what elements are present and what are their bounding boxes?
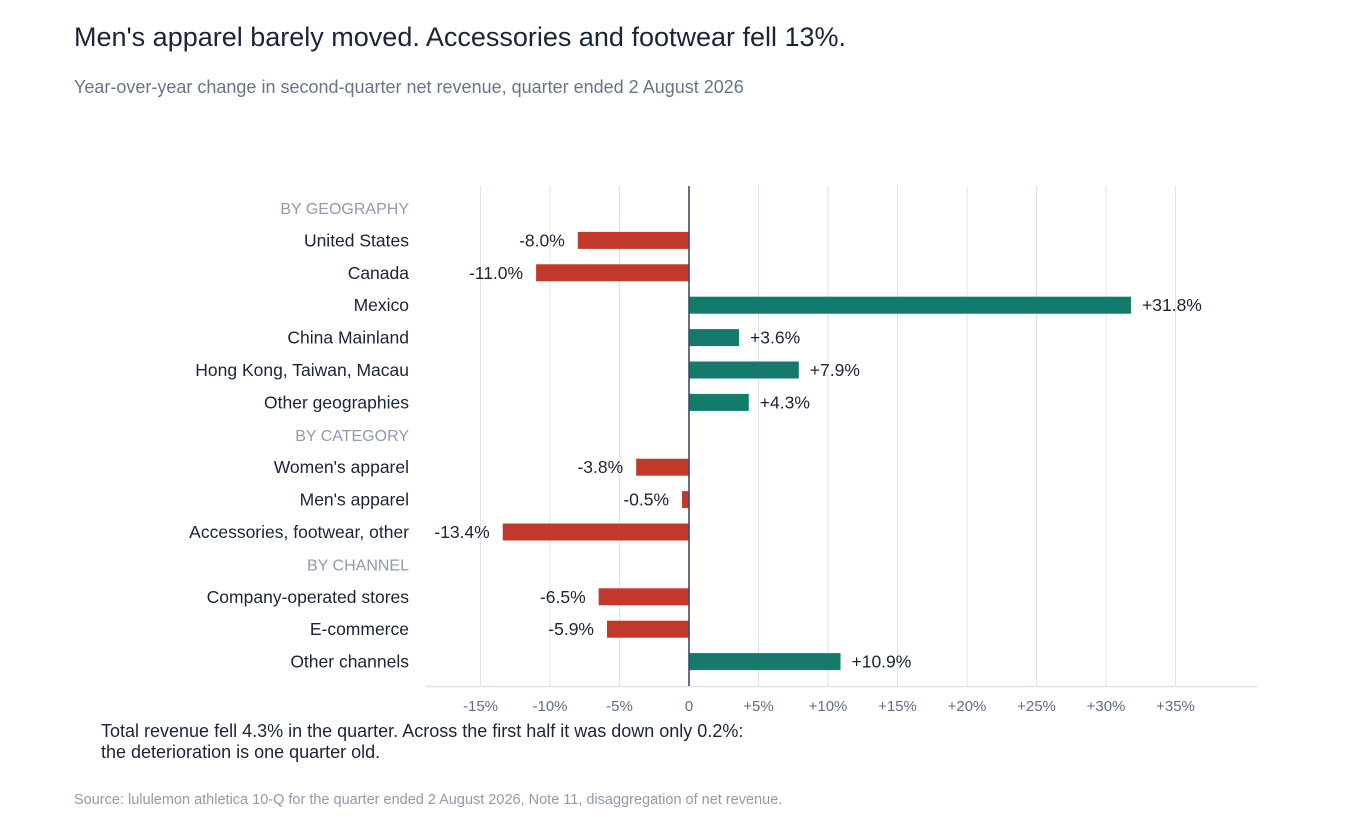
category-label: Mexico xyxy=(354,295,409,315)
note-line-1: Total revenue fell 4.3% in the quarter. … xyxy=(101,721,744,741)
x-tick-label: +20% xyxy=(948,698,987,715)
category-label: Accessories, footwear, other xyxy=(189,522,409,542)
category-label: Hong Kong, Taiwan, Macau xyxy=(195,360,409,380)
x-tick-label: -5% xyxy=(606,698,633,715)
value-label: +31.8% xyxy=(1142,295,1202,315)
gridlines xyxy=(480,186,1176,686)
category-label: Women's apparel xyxy=(274,457,409,477)
note-line-2: the deterioration is one quarter old. xyxy=(101,742,381,762)
value-label: +3.6% xyxy=(750,328,800,348)
category-label: Men's apparel xyxy=(300,490,409,510)
bar xyxy=(689,296,1132,314)
value-label: -13.4% xyxy=(434,522,489,542)
x-tick-label: -10% xyxy=(532,698,567,715)
category-label: Other channels xyxy=(290,652,409,672)
value-label: +4.3% xyxy=(760,392,810,412)
bar xyxy=(606,620,689,638)
x-tick-label: -15% xyxy=(463,698,498,715)
value-label: +7.9% xyxy=(810,360,860,380)
x-tick-label: +25% xyxy=(1017,698,1056,715)
x-tick-label: +5% xyxy=(743,698,773,715)
category-label: E-commerce xyxy=(310,619,409,639)
x-axis: -15% -10% -5% 0 +5% +10% +15% +20% +25% +30% +35% xyxy=(426,186,1257,715)
category-label: United States xyxy=(304,230,409,250)
category-label: Other geographies xyxy=(264,392,409,412)
x-tick-label: +30% xyxy=(1087,698,1126,715)
bars xyxy=(502,231,1132,671)
labels: BY GEOGRAPHY United States -8.0% Canada -11.… xyxy=(189,201,1202,672)
bar xyxy=(577,231,689,249)
value-label: -6.5% xyxy=(540,587,586,607)
value-label: +10.9% xyxy=(852,652,912,672)
value-label: -3.8% xyxy=(577,457,623,477)
bar xyxy=(689,329,740,347)
bar xyxy=(689,393,749,411)
x-tick-label: 0 xyxy=(685,698,693,715)
bar xyxy=(682,491,689,509)
category-label: China Mainland xyxy=(287,328,409,348)
value-label: -0.5% xyxy=(623,490,669,510)
bar xyxy=(536,264,689,282)
x-tick-label: +35% xyxy=(1156,698,1195,715)
group-header: BY CHANNEL xyxy=(307,557,409,574)
category-label: Company-operated stores xyxy=(207,587,410,607)
chart-note: Total revenue fell 4.3% in the quarter. … xyxy=(101,721,743,763)
bar xyxy=(502,523,689,541)
source-note: Source: lululemon athletica 10-Q for the… xyxy=(74,792,783,808)
x-tick-label: +15% xyxy=(878,698,917,715)
bar xyxy=(689,361,799,379)
value-label: -11.0% xyxy=(469,263,523,283)
value-label: -8.0% xyxy=(519,230,565,250)
x-tick-label: +10% xyxy=(809,698,848,715)
category-label: Canada xyxy=(348,263,410,283)
value-label: -5.9% xyxy=(548,619,594,639)
group-header: BY GEOGRAPHY xyxy=(280,201,409,218)
chart-title: Men's apparel barely moved. Accessories … xyxy=(74,22,847,52)
bar xyxy=(598,588,689,606)
bar xyxy=(636,458,689,476)
bar xyxy=(689,653,841,671)
group-header: BY CATEGORY xyxy=(295,428,409,445)
chart-subtitle: Year-over-year change in second-quarter … xyxy=(74,77,744,97)
